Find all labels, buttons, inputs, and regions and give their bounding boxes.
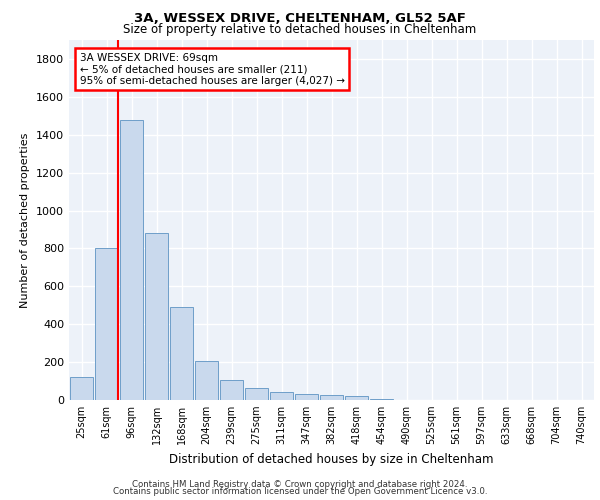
Text: 3A WESSEX DRIVE: 69sqm
← 5% of detached houses are smaller (211)
95% of semi-det: 3A WESSEX DRIVE: 69sqm ← 5% of detached … — [79, 52, 344, 86]
Bar — [270, 392, 293, 400]
Bar — [195, 361, 218, 400]
Text: Size of property relative to detached houses in Cheltenham: Size of property relative to detached ho… — [124, 22, 476, 36]
Bar — [245, 388, 268, 400]
Text: Contains HM Land Registry data © Crown copyright and database right 2024.: Contains HM Land Registry data © Crown c… — [132, 480, 468, 489]
Bar — [145, 234, 168, 400]
Bar — [120, 120, 143, 400]
Bar — [95, 248, 118, 400]
Bar — [320, 394, 343, 400]
Text: Contains public sector information licensed under the Open Government Licence v3: Contains public sector information licen… — [113, 487, 487, 496]
Bar — [345, 396, 368, 400]
Text: 3A, WESSEX DRIVE, CHELTENHAM, GL52 5AF: 3A, WESSEX DRIVE, CHELTENHAM, GL52 5AF — [134, 12, 466, 26]
Bar — [370, 399, 393, 400]
X-axis label: Distribution of detached houses by size in Cheltenham: Distribution of detached houses by size … — [169, 452, 494, 466]
Bar — [295, 394, 318, 400]
Bar — [170, 307, 193, 400]
Bar — [70, 378, 93, 400]
Y-axis label: Number of detached properties: Number of detached properties — [20, 132, 31, 308]
Bar — [220, 380, 243, 400]
